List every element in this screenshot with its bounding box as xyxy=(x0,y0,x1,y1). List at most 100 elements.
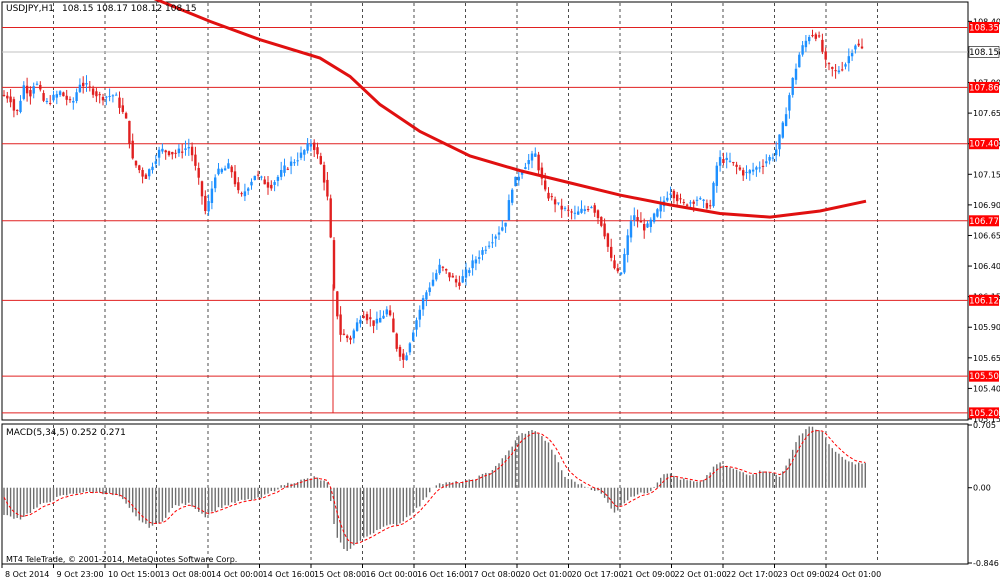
candle-body xyxy=(214,177,217,189)
macd-panel-frame xyxy=(1,423,969,565)
candle-body xyxy=(643,224,646,231)
time-label: 21 Oct 09:00 xyxy=(623,570,675,579)
time-label: 15 Oct 08:00 xyxy=(314,570,366,579)
candle-body xyxy=(504,222,507,227)
candle-body xyxy=(669,193,672,195)
candle-body xyxy=(322,164,326,183)
candle-body xyxy=(408,343,412,353)
candle-body xyxy=(121,105,124,112)
candle-body xyxy=(187,147,190,149)
candle-body xyxy=(435,273,438,280)
candle-body xyxy=(544,180,547,190)
candle-body xyxy=(293,162,296,164)
candle-body xyxy=(689,202,692,204)
candle-body xyxy=(692,201,695,204)
price-tick-label: 106.40 xyxy=(973,262,1000,271)
time-label: 23 Oct 09:00 xyxy=(778,570,830,579)
level-label-bg xyxy=(969,81,999,93)
candle-body xyxy=(860,46,864,49)
candle-body xyxy=(296,160,299,162)
candle-body xyxy=(68,99,72,101)
candle-body xyxy=(313,142,316,150)
candle-body xyxy=(619,272,623,275)
candle-body xyxy=(362,316,365,318)
candle-body xyxy=(382,315,385,319)
candle-body xyxy=(745,171,748,173)
candle-body xyxy=(280,169,283,177)
level-label-bg xyxy=(969,215,999,227)
candle-body xyxy=(75,92,78,101)
candle-body xyxy=(705,203,709,209)
candle-body xyxy=(438,264,441,274)
candle-body xyxy=(586,209,590,211)
candle-body xyxy=(633,215,636,220)
candle-body xyxy=(95,91,98,97)
candle-body xyxy=(794,68,798,80)
candle-body xyxy=(715,165,718,186)
candle-body xyxy=(200,181,204,197)
candle-body xyxy=(418,309,421,320)
macd-panel[interactable]: 0.705 0.00 -0.846 MACD(5,34,5) 0.252 0.271… xyxy=(1,421,999,568)
candle-body xyxy=(748,170,751,174)
candle-body xyxy=(834,70,837,72)
candle-body xyxy=(342,333,346,335)
candle-body xyxy=(319,156,322,165)
candle-body xyxy=(72,101,75,103)
candle-body xyxy=(167,151,171,156)
candle-body xyxy=(530,153,534,161)
price-panel[interactable]: 108.40108.15107.90107.65107.40107.15106.… xyxy=(1,0,1000,424)
candle-body xyxy=(672,190,676,199)
candle-body xyxy=(303,150,306,155)
price-tick-label: 106.90 xyxy=(973,201,1000,210)
candle-body xyxy=(227,163,230,169)
candle-body xyxy=(573,212,577,214)
candle-body xyxy=(497,232,501,235)
candle-body xyxy=(534,153,537,157)
candle-body xyxy=(606,233,610,247)
candle-body xyxy=(808,37,811,42)
candle-body xyxy=(250,181,253,186)
candle-body xyxy=(718,157,722,166)
candle-body xyxy=(144,174,148,179)
candle-body xyxy=(600,216,603,226)
candle-body xyxy=(88,86,91,88)
candle-body xyxy=(91,88,95,95)
time-label: 24 Oct 01:00 xyxy=(829,570,881,579)
candle-body xyxy=(682,202,685,204)
candle-body xyxy=(639,220,643,223)
candle-body xyxy=(32,86,35,94)
candle-body xyxy=(243,191,247,197)
candle-body xyxy=(332,240,336,289)
time-axis: 8 Oct 2014 9 Oct 23:00 10 Oct 15:00 13 Oct … xyxy=(1,564,881,579)
candle-body xyxy=(49,103,52,105)
candle-body xyxy=(379,317,382,323)
candle-body xyxy=(725,157,728,161)
candle-body xyxy=(19,100,22,113)
candle-body xyxy=(289,161,293,166)
candle-body xyxy=(804,40,808,48)
candle-body xyxy=(464,269,468,278)
candle-body xyxy=(157,149,161,158)
price-tick-label: 107.65 xyxy=(973,109,1000,118)
time-label: 16 Oct 00:00 xyxy=(366,570,418,579)
candle-body xyxy=(831,67,834,69)
candle-body xyxy=(761,165,765,167)
level-label-bg xyxy=(969,407,999,419)
candle-body xyxy=(369,317,372,320)
current-price-tag: 108.15 xyxy=(968,46,1000,58)
copyright-text: MT4 TeleTrade, © 2001-2014, MetaQuotes S… xyxy=(6,555,237,564)
candle-body xyxy=(329,198,332,238)
candle-body xyxy=(197,167,200,178)
level-label-bg xyxy=(969,370,999,382)
candle-body xyxy=(2,94,6,96)
candle-body xyxy=(817,35,821,37)
candle-body xyxy=(738,167,742,170)
candle-body xyxy=(583,209,586,211)
candle-body xyxy=(666,197,669,201)
candle-body xyxy=(237,182,240,191)
candle-body xyxy=(553,199,557,205)
candle-body xyxy=(22,85,25,99)
candle-body xyxy=(491,242,494,244)
